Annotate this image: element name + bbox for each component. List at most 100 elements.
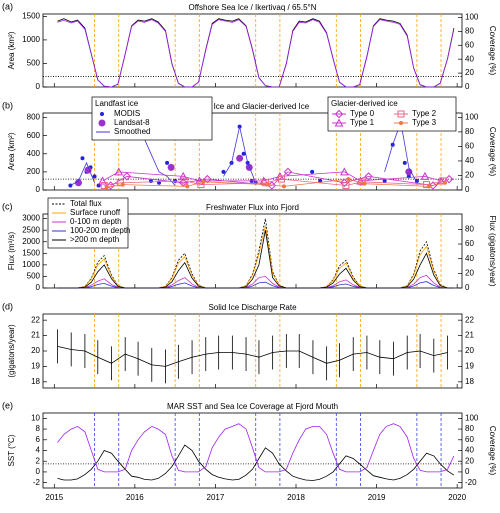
- y-axis-label: SST (°C): [7, 434, 16, 466]
- marker: [428, 181, 438, 190]
- series-line: [102, 171, 442, 182]
- y2-tick-label: 0: [465, 185, 470, 194]
- marker: [96, 183, 101, 188]
- legend-label: Type 0: [350, 109, 375, 118]
- panel-label: (e): [2, 400, 13, 410]
- y2-tick-label: 40: [465, 446, 474, 455]
- y2-tick-label: 0: [465, 283, 470, 292]
- marker: [346, 177, 351, 182]
- marker: [342, 181, 350, 189]
- y2-tick-label: 80: [465, 26, 474, 35]
- y2-axis-label: Coverage (%): [488, 26, 497, 76]
- panel-label: (a): [2, 1, 13, 11]
- marker: [221, 169, 226, 174]
- marker: [74, 179, 82, 187]
- y2-tick-label: 0: [465, 82, 470, 91]
- marker: [92, 174, 97, 179]
- legend-label: >200 m depth: [70, 235, 119, 244]
- y2-tick-label: 60: [465, 40, 474, 49]
- legend-marker: [334, 118, 344, 127]
- x-tick-label: 2015: [45, 493, 63, 502]
- marker: [197, 181, 205, 189]
- y2-tick-label: 20: [465, 171, 474, 180]
- series-line: [110, 171, 450, 186]
- marker: [120, 182, 125, 187]
- marker: [414, 178, 419, 183]
- legend-label: Type 2: [412, 109, 437, 118]
- marker: [241, 151, 246, 156]
- y-axis-label: Area (km²): [7, 31, 16, 69]
- marker: [167, 163, 175, 171]
- marker: [98, 176, 107, 185]
- y-tick-label: -2: [33, 478, 41, 487]
- panel-label: (c): [2, 201, 13, 211]
- panel-title: Freshwater Flux into Fjord: [206, 203, 299, 212]
- y2-tick-label: 20: [465, 268, 474, 277]
- y2-tick-label: 18: [465, 377, 474, 386]
- y-tick-label: 500: [27, 59, 41, 68]
- y2-tick-label: 21: [465, 331, 474, 340]
- y-tick-label: 600: [27, 131, 41, 140]
- legend-label: Landsat-8: [114, 118, 150, 127]
- marker: [444, 174, 454, 184]
- y-axis-label: Area (km²): [7, 132, 16, 170]
- marker: [382, 178, 387, 183]
- marker: [281, 184, 286, 189]
- marker: [426, 184, 431, 189]
- y2-tick-label: 0: [465, 467, 470, 476]
- marker: [364, 172, 373, 181]
- plot-frame: [42, 112, 463, 191]
- y-tick-label: 21: [31, 331, 40, 340]
- y2-tick-label: 100: [465, 13, 479, 22]
- legend-label: 0-100 m depth: [70, 217, 122, 226]
- y-tick-label: 6: [36, 435, 41, 444]
- marker: [185, 184, 190, 189]
- panel-title: MAR SST and Sea Ice Coverage at Fjord Mo…: [167, 402, 338, 411]
- marker: [80, 156, 85, 161]
- y-tick-label: 800: [27, 113, 41, 122]
- y-tick-label: 4: [36, 446, 41, 455]
- legend-label: 100-200 m depth: [70, 226, 131, 235]
- marker: [236, 154, 244, 162]
- legend-marker: [334, 109, 344, 119]
- y-tick-label: 0: [36, 82, 41, 91]
- marker: [201, 179, 206, 184]
- series-line: [57, 423, 455, 473]
- legend-label: Type 3: [412, 118, 437, 127]
- y2-tick-label: 20: [465, 456, 474, 465]
- y2-tick-label: 40: [465, 254, 474, 263]
- y2-axis-label: Coverage (%): [488, 127, 497, 177]
- y-tick-label: 1500: [22, 11, 40, 20]
- legend-title: Glacier-derived ice: [331, 99, 398, 108]
- y-tick-label: 8: [36, 424, 41, 433]
- plot-frame: [42, 13, 463, 88]
- legend-marker: [399, 121, 403, 125]
- marker: [362, 181, 367, 186]
- plot-frame: [42, 412, 463, 489]
- y-tick-label: 0: [36, 185, 41, 194]
- y2-tick-label: 40: [465, 156, 474, 165]
- y-tick-label: 2: [36, 456, 41, 465]
- y2-tick-label: 19: [465, 362, 474, 371]
- y2-tick-label: -20: [465, 478, 477, 487]
- marker: [283, 167, 293, 177]
- series-line: [70, 120, 418, 186]
- x-tick-label: 2016: [126, 493, 144, 502]
- marker: [181, 177, 189, 185]
- marker: [402, 160, 407, 165]
- marker: [165, 160, 170, 165]
- y-tick-label: 18: [31, 377, 40, 386]
- x-tick-label: 2020: [448, 493, 466, 502]
- legend-title: Landfast ice: [95, 99, 139, 108]
- marker: [310, 169, 315, 174]
- y2-tick-label: 60: [465, 239, 474, 248]
- series-line: [57, 346, 448, 367]
- x-tick-label: 2018: [287, 493, 305, 502]
- y-tick-label: 2500: [22, 225, 40, 234]
- legend-box: [91, 96, 213, 141]
- marker: [265, 182, 270, 187]
- panel-title: Fast Ice and Glacier-derived Ice: [196, 102, 310, 111]
- y-tick-label: 0: [36, 467, 41, 476]
- y2-tick-label: 100: [465, 112, 479, 121]
